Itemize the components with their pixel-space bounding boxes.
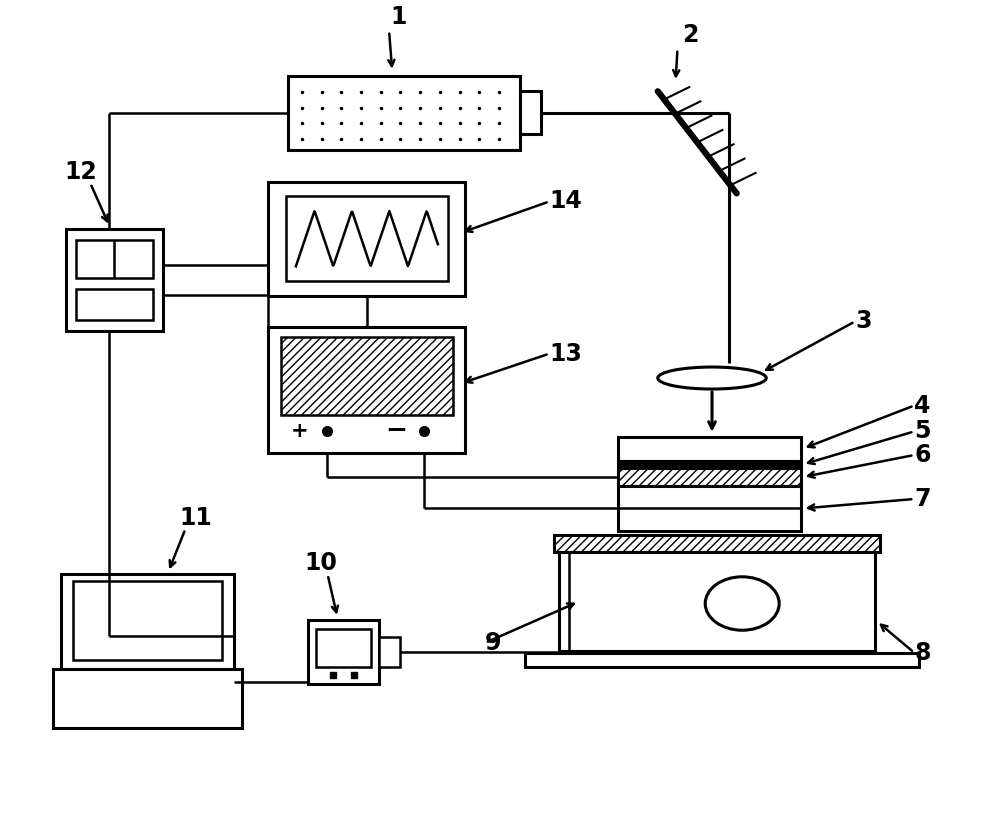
- Text: 2: 2: [682, 23, 699, 47]
- Text: −: −: [385, 418, 408, 443]
- Text: +: +: [291, 420, 309, 441]
- Bar: [268, 181, 465, 296]
- Text: 14: 14: [549, 190, 582, 213]
- Bar: [76, 289, 153, 320]
- Bar: [308, 620, 379, 685]
- Bar: [559, 553, 875, 651]
- Bar: [618, 461, 801, 468]
- Bar: [66, 229, 163, 331]
- Bar: [268, 327, 465, 452]
- Bar: [618, 437, 801, 461]
- Bar: [61, 575, 234, 669]
- Bar: [520, 91, 541, 135]
- Text: 1: 1: [391, 5, 407, 29]
- Text: 6: 6: [914, 443, 931, 467]
- Text: 3: 3: [855, 310, 872, 333]
- Ellipse shape: [658, 367, 766, 389]
- Bar: [618, 486, 801, 531]
- Text: 12: 12: [64, 160, 97, 184]
- Bar: [379, 637, 400, 667]
- Text: 5: 5: [914, 420, 931, 443]
- Bar: [316, 630, 371, 667]
- Text: 11: 11: [179, 506, 212, 530]
- Bar: [76, 240, 153, 277]
- Bar: [281, 337, 453, 415]
- Bar: [525, 653, 919, 667]
- Text: 4: 4: [914, 393, 931, 418]
- Text: 9: 9: [485, 631, 502, 655]
- Text: 13: 13: [549, 342, 582, 365]
- Bar: [53, 669, 242, 727]
- Bar: [288, 76, 520, 150]
- Text: 8: 8: [914, 640, 931, 665]
- Bar: [554, 535, 880, 553]
- Text: 7: 7: [914, 487, 931, 511]
- Bar: [618, 468, 801, 486]
- Text: 10: 10: [304, 552, 337, 576]
- Bar: [73, 580, 222, 660]
- Bar: [286, 195, 448, 282]
- Ellipse shape: [705, 577, 779, 631]
